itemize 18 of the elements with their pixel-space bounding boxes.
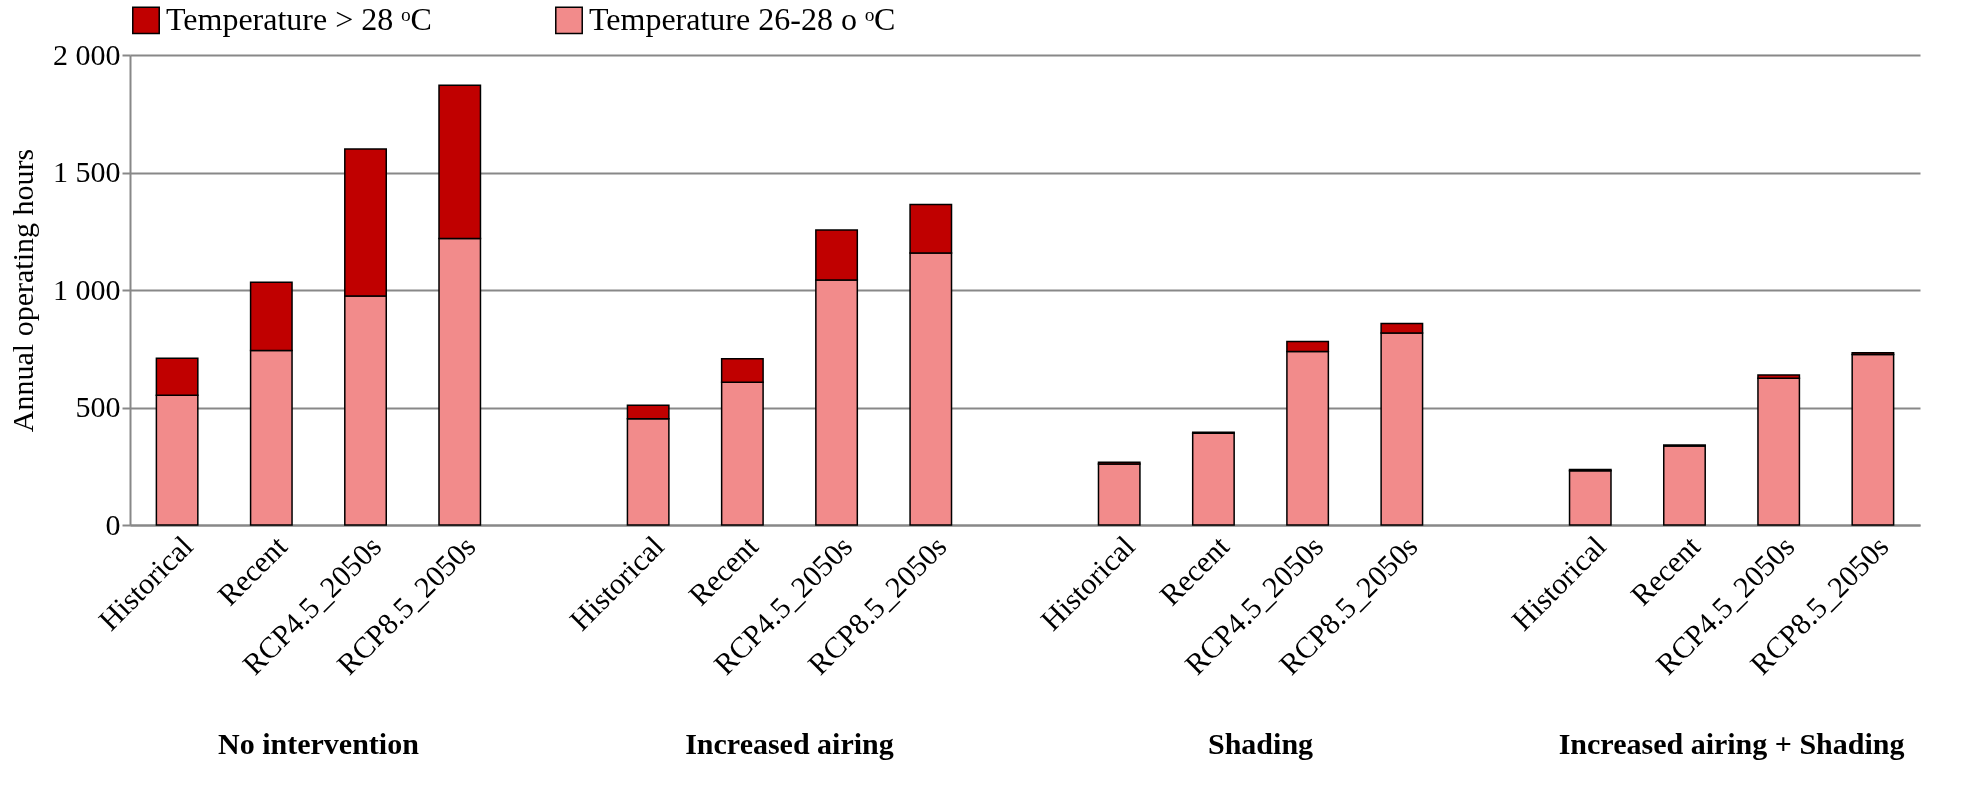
y-tick-label: 0 bbox=[105, 507, 121, 541]
bar bbox=[1757, 377, 1801, 526]
bar bbox=[1097, 463, 1141, 526]
bar bbox=[1191, 432, 1235, 526]
text: No intervention bbox=[218, 727, 420, 760]
bar bbox=[1568, 469, 1612, 526]
y-tick-label: 500 bbox=[75, 390, 121, 423]
legend-label: Temperature 26-28 o ᵒC bbox=[589, 1, 896, 38]
text: Shading bbox=[1207, 727, 1314, 760]
y-tick-label: 1 000 bbox=[53, 272, 121, 306]
y-axis-title: Annual operating hours bbox=[6, 148, 39, 433]
y-tick-label: 2 000 bbox=[53, 37, 121, 71]
text: Increased airing + Shading bbox=[1558, 727, 1905, 760]
y-tick-label: 1 500 bbox=[53, 155, 121, 188]
legend-label: Temperature > 28 ᵒC bbox=[166, 1, 432, 38]
bar bbox=[1851, 353, 1895, 526]
text: Increased airing bbox=[685, 727, 894, 760]
bar bbox=[1663, 445, 1706, 526]
